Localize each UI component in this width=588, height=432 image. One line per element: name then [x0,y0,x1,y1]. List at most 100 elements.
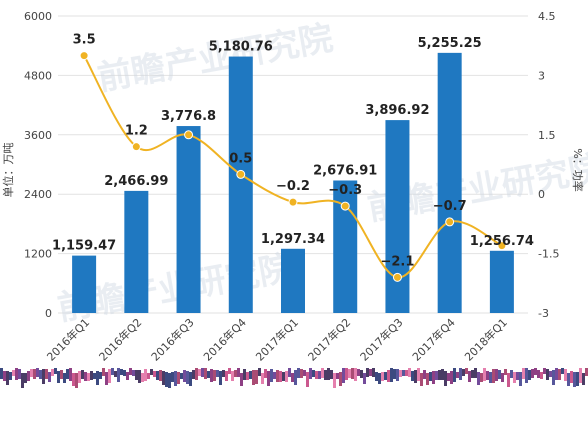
strip-segment [540,372,543,379]
strip-segment [309,368,312,379]
line-point [445,217,455,227]
strip-segment [576,372,579,386]
line-point [79,51,89,61]
line-data-label: −0.7 [433,199,467,214]
strip-segment [492,369,495,383]
strip-segment [477,372,480,385]
strip-segment [345,368,348,380]
strip-segment [27,371,30,381]
strip-segment [411,371,414,381]
y-tick-label: 1200 [24,248,52,261]
strip-segment [237,368,240,377]
strip-segment [18,369,21,379]
strip-segment [273,372,276,379]
strip-segment [390,368,393,382]
x-axis-ticks: 2016年Q1 2016年Q2 2016年Q3 2016年Q4 2017年Q1 2017年… [44,315,510,364]
strip-segment [9,372,12,380]
y-tick-label: 3600 [24,129,52,142]
strip-segment [201,368,204,377]
strip-segment [417,368,420,381]
watermark-text-1: 前瞻产业研究院 [95,18,336,99]
strip-segment [360,370,363,378]
strip-segment [33,369,36,379]
strip-segment [156,371,159,380]
strip-segment [111,368,114,375]
line-point [131,142,141,152]
strip-segment [258,368,261,376]
bar-data-label: 1,159.47 [52,239,116,254]
strip-segment [81,370,84,379]
strip-segment [54,368,57,374]
strip-segment [546,369,549,380]
strip-segment [555,368,558,380]
strip-segment [393,369,396,379]
strip-segment [270,369,273,382]
strip-segment [198,369,201,376]
strip-segment [480,373,483,382]
strip-segment [351,368,354,379]
strip-segment [204,368,207,379]
y-tick-label: 2400 [24,188,52,201]
strip-segment [264,369,267,378]
strip-segment [45,369,48,379]
strip-segment [312,370,315,377]
strip-segment [72,373,75,386]
strip-segment [330,370,333,379]
strip-segment [354,368,357,381]
strip-segment [573,372,576,387]
strip-segment [183,370,186,382]
strip-segment [243,369,246,380]
strip-segment [135,370,138,380]
strip-segment [189,372,192,386]
strip-segment [552,370,555,385]
line-point [236,169,246,179]
strip-segment [162,371,165,385]
strip-segment [453,368,456,382]
strip-segment [282,372,285,381]
strip-segment [285,371,288,382]
x-tick-label: 2017年Q4 [409,315,458,364]
bar-data-label: 3,896.92 [365,103,429,118]
strip-segment [396,369,399,381]
strip-segment [585,368,588,376]
strip-segment [519,372,522,386]
bar-data-label: 1,297.34 [261,232,325,247]
strip-segment [435,371,438,380]
strip-segment [531,369,534,378]
x-tick-label: 2016年Q2 [96,315,145,364]
strip-segment [501,373,504,382]
bar-data-labels: 1,159.47 2,466.99 3,776.8 5,180.76 1,297.34 2… [52,36,534,254]
strip-segment [3,371,6,381]
line-data-label: −2.1 [380,254,414,269]
y2-tick-label: 1.5 [538,129,556,142]
line-series [79,51,507,282]
strip-segment [372,368,375,377]
strip-segment [423,370,426,379]
strip-segment [30,369,33,377]
strip-segment [228,368,231,374]
strip-segment [384,372,387,380]
strip-segment [171,372,174,382]
strip-segment [126,372,129,380]
line-data-label: 3.5 [73,33,96,48]
strip-segment [441,369,444,380]
strip-segment [213,370,216,381]
strip-segment [558,369,561,380]
y-tick-label: 0 [45,307,52,320]
strip-segment [66,369,69,379]
strip-segment [279,371,282,382]
left-axis-ticks: 0 1200 2400 3600 4800 6000 [24,10,52,320]
strip-segment [96,371,99,385]
bar [124,190,149,313]
strip-segment [582,373,585,385]
y2-tick-label: 3 [538,69,545,82]
x-tick-label: 2018年Q1 [461,315,510,364]
strip-segment [57,371,60,383]
strip-segment [426,373,429,385]
strip-segment [216,370,219,377]
strip-segment [159,370,162,381]
strip-segment [342,368,345,383]
right-axis-ticks: -3 -1.5 0 1.5 3 4.5 [538,10,559,320]
line-data-label: −0.2 [276,179,310,194]
